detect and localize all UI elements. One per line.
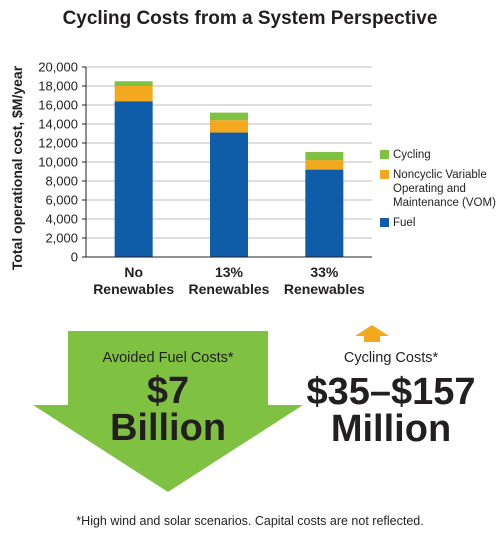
x-tick-label: 33% — [310, 264, 339, 280]
y-tick-label: 14,000 — [38, 117, 78, 132]
cycling-costs-label: Cycling Costs* — [343, 350, 439, 366]
x-tick-label: 13% — [215, 264, 244, 280]
bar-segment — [210, 112, 248, 121]
bar-segment — [305, 160, 344, 170]
y-tick-label: 16,000 — [38, 98, 78, 113]
legend-label: Noncyclic Variable Operating and Mainten… — [393, 169, 496, 209]
y-tick-label: 4,000 — [45, 212, 78, 227]
bar-segment — [305, 169, 344, 257]
avoided-fuel-unit: Billion — [109, 407, 227, 449]
y-tick-label: 2,000 — [45, 231, 78, 246]
footnote: *High wind and solar scenarios. Capital … — [76, 514, 424, 528]
y-tick-label: 0 — [71, 250, 78, 265]
x-tick-label: Renewables — [189, 281, 270, 297]
y-tick-label: 12,000 — [38, 136, 78, 151]
legend-label: Cycling — [393, 149, 431, 161]
x-tick-label: Renewables — [284, 281, 365, 297]
avoided-fuel-value: $7 Billion — [68, 370, 268, 449]
x-tick-label: No — [124, 264, 143, 280]
bar-segment — [114, 86, 153, 102]
y-tick-label: 8,000 — [45, 174, 78, 189]
x-tick-label: Renewables — [93, 281, 174, 297]
avoided-fuel-amount: $7 — [146, 370, 190, 412]
y-tick-label: 6,000 — [45, 193, 78, 208]
y-tick-label: 18,000 — [38, 79, 78, 94]
stacked-bar-chart: 0 2,000 4,000 6,000 8,000 10,000 12,000 14,000 1… — [38, 60, 372, 297]
legend-swatch — [380, 218, 389, 227]
legend-item: Noncyclic Variable Operating and Mainten… — [380, 168, 498, 210]
y-tick-label: 20,000 — [38, 60, 78, 75]
avoided-fuel-label: Avoided Fuel Costs* — [102, 350, 234, 366]
legend-swatch — [380, 150, 389, 159]
bar-segment — [210, 132, 248, 257]
bar-segment — [305, 152, 344, 161]
bar-segment — [114, 81, 153, 86]
legend-item: Fuel — [380, 216, 498, 230]
bar-segment — [210, 120, 248, 133]
legend-item: Cycling — [380, 148, 498, 162]
y-tick-labels: 0 2,000 4,000 6,000 8,000 10,000 12,000 14,000 1… — [38, 60, 86, 265]
legend-label: Fuel — [393, 217, 416, 229]
bar-segment — [114, 101, 153, 257]
avoided-fuel-down-arrow — [33, 331, 303, 492]
chart-title: Cycling Costs from a System Perspective — [62, 8, 438, 29]
axes — [85, 67, 372, 258]
y-tick-label: 10,000 — [38, 155, 78, 170]
legend: Cycling Noncyclic Variable Operating and … — [380, 148, 498, 236]
legend-swatch — [380, 170, 389, 179]
bars — [114, 81, 344, 257]
cycling-costs-unit: Million — [330, 408, 452, 450]
cycling-up-arrow — [355, 325, 389, 342]
cycling-costs-value: $35–$157 Million — [286, 371, 496, 450]
cycling-costs-amount: $35–$157 — [306, 371, 476, 413]
